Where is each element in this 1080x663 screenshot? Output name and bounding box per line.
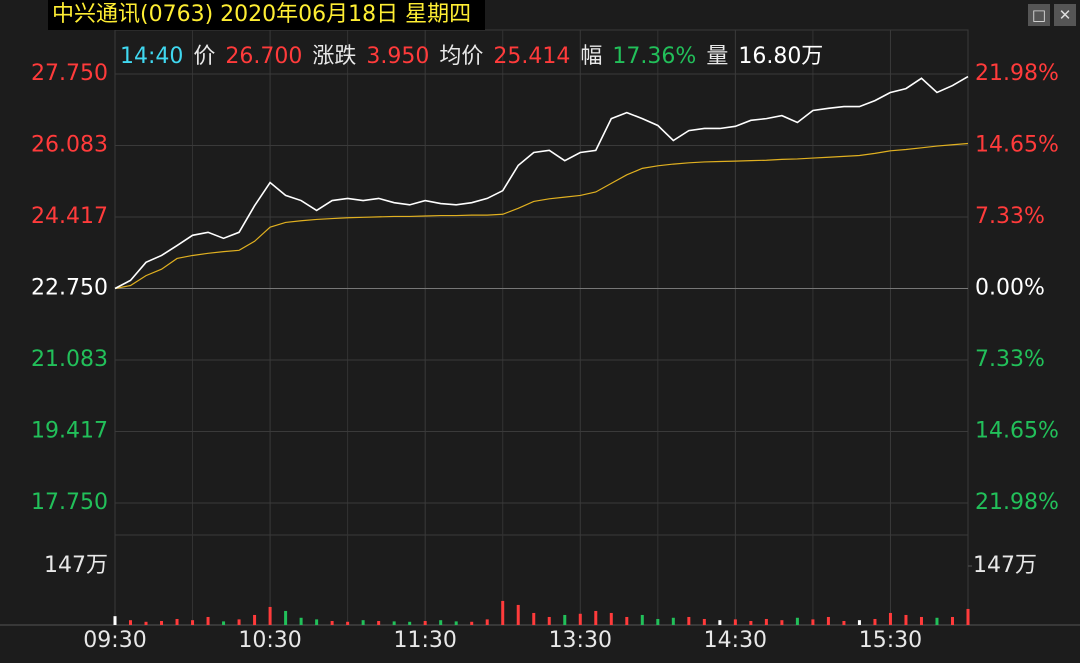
y2-tick-label: 0.00%: [975, 276, 1045, 301]
volume-bar: [780, 620, 784, 625]
volume-bar: [346, 621, 350, 625]
y2-tick-label: 21.98%: [975, 490, 1059, 515]
volume-bar: [687, 616, 691, 625]
volume-bar: [702, 618, 706, 625]
volume-bar: [315, 619, 319, 625]
volume-bar: [594, 610, 598, 625]
volume-bar: [222, 621, 226, 625]
volume-bar: [144, 621, 148, 625]
volume-bar: [826, 616, 830, 625]
volume-bar: [795, 617, 799, 625]
volume-bar: [718, 620, 722, 625]
volume-bar: [501, 600, 505, 625]
x-tick-label: 10:30: [238, 628, 301, 653]
volume-bar: [904, 614, 908, 625]
y-tick-label: 24.417: [31, 204, 108, 229]
volume-bar: [253, 614, 257, 625]
volume-bar: [206, 616, 210, 625]
field-value: 3.950: [366, 44, 430, 69]
volume-bar: [330, 620, 334, 625]
y2-tick-label: 21.98%: [975, 61, 1059, 86]
volume-bar: [547, 616, 551, 625]
field-label: 幅: [580, 44, 603, 69]
volume-bar: [268, 606, 272, 625]
volume-bar: [439, 620, 443, 625]
volume-bar: [299, 617, 303, 625]
volume-bar: [563, 614, 567, 625]
y-tick-label: 27.750: [31, 61, 108, 86]
volume-bar: [532, 612, 536, 625]
volume-bar: [129, 620, 133, 625]
average-line: [114, 142, 969, 290]
volume-bar: [888, 612, 892, 625]
volume-bar: [113, 616, 117, 625]
y2-tick-label: 14.65%: [975, 133, 1059, 158]
field-label: 均价: [439, 44, 484, 69]
price-line: [114, 75, 969, 290]
volume-bar: [284, 610, 288, 625]
y2-tick-label: 14.65%: [975, 418, 1059, 443]
volume-bar: [950, 616, 954, 625]
volume-bar: [578, 613, 582, 625]
quote-info: 14:40 价 26.700 涨跌 3.950 均价 25.414 幅 17.36% 量 16.80…: [120, 38, 833, 70]
field-value: 16.80万: [738, 44, 824, 69]
volume-bar: [935, 617, 939, 625]
volume-bar: [919, 616, 923, 625]
volume-bar: [640, 614, 644, 625]
volume-bar: [485, 619, 489, 625]
y-tick-label: 17.750: [31, 490, 108, 515]
field-value: 17.36%: [612, 44, 697, 69]
volume-bar: [857, 620, 861, 625]
x-tick-label: 14:30: [704, 628, 767, 653]
x-tick-label: 09:30: [83, 628, 146, 653]
volume-bar: [516, 604, 520, 625]
volume-bar: [671, 617, 675, 625]
plot-frame: [114, 29, 969, 626]
x-tick-label: 15:30: [859, 628, 922, 653]
volume-tick-label: 147万: [973, 553, 1037, 578]
volume-bar: [392, 621, 396, 625]
volume-bar: [470, 621, 474, 625]
volume-bar: [811, 619, 815, 625]
y2-tick-label: 7.33%: [975, 347, 1045, 372]
y-tick-label: 26.083: [31, 133, 108, 158]
y-tick-label: 21.083: [31, 347, 108, 372]
volume-bar: [423, 620, 427, 625]
volume-bar: [175, 618, 179, 625]
volume-bar: [454, 621, 458, 625]
volume-tick-label: 147万: [44, 553, 108, 578]
volume-bar: [160, 620, 164, 625]
field-label: 涨跌: [312, 44, 357, 69]
volume-bar: [764, 618, 768, 625]
close-button[interactable]: ✕: [1054, 4, 1076, 26]
y-tick-label: 19.417: [31, 418, 108, 443]
volume-bar: [361, 620, 365, 625]
y-tick-label: 22.750: [31, 276, 108, 301]
field-label: 价: [193, 44, 216, 69]
volume-bar: [625, 616, 629, 625]
time: 14:40: [120, 44, 184, 69]
volume-bar: [609, 612, 613, 625]
x-tick-label: 13:30: [549, 628, 612, 653]
field-value: 25.414: [493, 44, 571, 69]
y2-tick-label: 7.33%: [975, 204, 1045, 229]
volume-bar: [733, 619, 737, 625]
volume-bar: [749, 620, 753, 625]
volume-bar: [656, 618, 660, 625]
field-label: 量: [706, 44, 729, 69]
volume-bar: [873, 618, 877, 625]
volume-bar: [237, 619, 241, 625]
volume-bar: [377, 620, 381, 625]
volume-bar: [966, 608, 970, 625]
volume-bar: [408, 621, 412, 625]
title: 中兴通讯(0763) 2020年06月18日 星期四: [48, 0, 486, 30]
maximize-button[interactable]: □: [1028, 4, 1050, 26]
volume-bar: [191, 620, 195, 625]
volume-bar: [842, 620, 846, 625]
field-value: 26.700: [225, 44, 303, 69]
x-tick-label: 11:30: [393, 628, 456, 653]
